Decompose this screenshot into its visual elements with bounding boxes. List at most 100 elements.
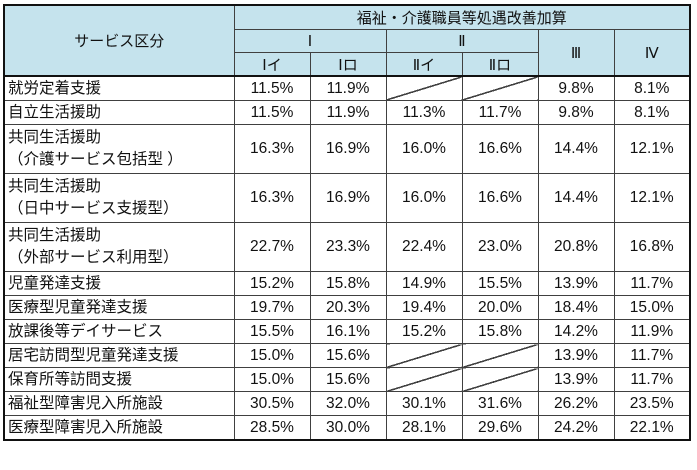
rate-cell: 18.4% bbox=[537, 295, 615, 320]
not-applicable-cell bbox=[385, 75, 463, 101]
rate-cell: 16.8% bbox=[613, 222, 691, 272]
corner-header-service-category: サービス区分 bbox=[3, 4, 235, 77]
rate-cell: 8.1% bbox=[613, 100, 691, 125]
rate-cell: 11.9% bbox=[309, 75, 387, 101]
rate-cell: 11.7% bbox=[613, 343, 691, 368]
service-category-cell: 共同生活援助 （日中サービス支援型） bbox=[3, 173, 235, 223]
header-tier-2-i: Ⅱイ bbox=[385, 52, 463, 77]
service-category-cell: 医療型児童発達支援 bbox=[3, 295, 235, 320]
table-row: 医療型障害児入所施設 28.5% 30.0% 28.1% 29.6% 24.2% 22.1% bbox=[3, 415, 691, 441]
rate-cell: 20.0% bbox=[461, 295, 539, 320]
service-category-cell: 保育所等訪問支援 bbox=[3, 367, 235, 392]
rate-cell: 30.5% bbox=[233, 391, 311, 416]
rate-cell: 11.5% bbox=[233, 100, 311, 125]
rates-table-container: サービス区分 福祉・介護職員等処遇改善加算 Ⅰ Ⅱ Ⅲ Ⅳ Ⅰイ Ⅰロ Ⅱイ Ⅱ… bbox=[3, 4, 691, 441]
rate-cell: 23.0% bbox=[461, 222, 539, 272]
rate-cell: 8.1% bbox=[613, 75, 691, 101]
rate-cell: 29.6% bbox=[461, 415, 539, 441]
rate-cell: 11.7% bbox=[461, 100, 539, 125]
table-row: 就労定着支援 11.5% 11.9% 9.8% 8.1% bbox=[3, 75, 691, 101]
rate-cell: 11.3% bbox=[385, 100, 463, 125]
rate-cell: 30.1% bbox=[385, 391, 463, 416]
rate-cell: 13.9% bbox=[537, 367, 615, 392]
group-header-treatment-improvement: 福祉・介護職員等処遇改善加算 bbox=[233, 4, 691, 30]
rates-table: サービス区分 福祉・介護職員等処遇改善加算 Ⅰ Ⅱ Ⅲ Ⅳ Ⅰイ Ⅰロ Ⅱイ Ⅱ… bbox=[3, 4, 691, 441]
rate-cell: 15.6% bbox=[309, 343, 387, 368]
rate-cell: 23.5% bbox=[613, 391, 691, 416]
rate-cell: 12.1% bbox=[613, 124, 691, 174]
rate-cell: 15.8% bbox=[461, 319, 539, 344]
table-row: 福祉型障害児入所施設 30.5% 32.0% 30.1% 31.6% 26.2% 23.5% bbox=[3, 391, 691, 416]
rate-cell: 13.9% bbox=[537, 343, 615, 368]
rate-cell: 15.2% bbox=[233, 271, 311, 296]
not-applicable-cell bbox=[385, 367, 463, 392]
rate-cell: 20.8% bbox=[537, 222, 615, 272]
header-tier-1: Ⅰ bbox=[233, 29, 387, 53]
header-row-level1: Ⅰ Ⅱ Ⅲ Ⅳ bbox=[4, 29, 691, 77]
service-category-cell: 医療型障害児入所施設 bbox=[3, 415, 235, 441]
table-row: 共同生活援助 （介護サービス包括型 ） 16.3% 16.9% 16.0% 16.6% 1… bbox=[3, 124, 691, 174]
table-header: サービス区分 福祉・介護職員等処遇改善加算 Ⅰ Ⅱ Ⅲ Ⅳ Ⅰイ Ⅰロ Ⅱイ Ⅱ… bbox=[3, 4, 691, 77]
rate-cell: 28.1% bbox=[385, 415, 463, 441]
rate-cell: 19.7% bbox=[233, 295, 311, 320]
rate-cell: 23.3% bbox=[309, 222, 387, 272]
rate-cell: 14.4% bbox=[537, 124, 615, 174]
rate-cell: 15.6% bbox=[309, 367, 387, 392]
header-tier-1-ro: Ⅰロ bbox=[309, 52, 387, 77]
header-tier-4: Ⅳ bbox=[613, 29, 691, 77]
header-tier-2: Ⅱ bbox=[385, 29, 539, 53]
rate-cell: 11.5% bbox=[233, 75, 311, 101]
header-tier-1-i: Ⅰイ bbox=[233, 52, 311, 77]
service-category-cell: 共同生活援助 （外部サービス利用型） bbox=[3, 222, 235, 272]
rate-cell: 11.7% bbox=[613, 367, 691, 392]
rate-cell: 15.5% bbox=[461, 271, 539, 296]
rate-cell: 9.8% bbox=[537, 100, 615, 125]
rate-cell: 11.9% bbox=[613, 319, 691, 344]
not-applicable-cell bbox=[385, 343, 463, 368]
service-category-cell: 放課後等デイサービス bbox=[3, 319, 235, 344]
rate-cell: 16.9% bbox=[309, 124, 387, 174]
rate-cell: 20.3% bbox=[309, 295, 387, 320]
service-category-cell: 共同生活援助 （介護サービス包括型 ） bbox=[3, 124, 235, 174]
rate-cell: 16.0% bbox=[385, 124, 463, 174]
rate-cell: 16.6% bbox=[461, 173, 539, 223]
table-row: 居宅訪問型児童発達支援 15.0% 15.6% 13.9% 11.7% bbox=[3, 343, 691, 368]
table-row: 保育所等訪問支援 15.0% 15.6% 13.9% 11.7% bbox=[3, 367, 691, 392]
rate-cell: 15.0% bbox=[233, 367, 311, 392]
service-category-cell: 居宅訪問型児童発達支援 bbox=[3, 343, 235, 368]
rate-cell: 16.3% bbox=[233, 124, 311, 174]
table-row: 医療型児童発達支援 19.7% 20.3% 19.4% 20.0% 18.4% 15.0% bbox=[3, 295, 691, 320]
rate-cell: 16.9% bbox=[309, 173, 387, 223]
header-row-level2: Ⅰイ Ⅰロ Ⅱイ Ⅱロ bbox=[4, 52, 690, 77]
service-category-cell: 児童発達支援 bbox=[3, 271, 235, 296]
rate-cell: 11.7% bbox=[613, 271, 691, 296]
rate-cell: 12.1% bbox=[613, 173, 691, 223]
rate-cell: 15.0% bbox=[613, 295, 691, 320]
table-row: 児童発達支援 15.2% 15.8% 14.9% 15.5% 13.9% 11.7% bbox=[3, 271, 691, 296]
rate-cell: 30.0% bbox=[309, 415, 387, 441]
rate-cell: 15.0% bbox=[233, 343, 311, 368]
rate-cell: 14.9% bbox=[385, 271, 463, 296]
table-row: 自立生活援助 11.5% 11.9% 11.3% 11.7% 9.8% 8.1% bbox=[3, 100, 691, 125]
rate-cell: 31.6% bbox=[461, 391, 539, 416]
rate-cell: 22.4% bbox=[385, 222, 463, 272]
rate-cell: 16.1% bbox=[309, 319, 387, 344]
rate-cell: 9.8% bbox=[537, 75, 615, 101]
header-tier-2-ro: Ⅱロ bbox=[461, 52, 539, 77]
table-row: 放課後等デイサービス 15.5% 16.1% 15.2% 15.8% 14.2% 11.9% bbox=[3, 319, 691, 344]
table-row: 共同生活援助 （外部サービス利用型） 22.7% 23.3% 22.4% 23.0% 20… bbox=[3, 222, 691, 272]
rate-cell: 22.7% bbox=[233, 222, 311, 272]
rate-cell: 28.5% bbox=[233, 415, 311, 441]
service-category-cell: 自立生活援助 bbox=[3, 100, 235, 125]
header-row-group: サービス区分 福祉・介護職員等処遇改善加算 bbox=[3, 4, 691, 77]
rate-cell: 16.0% bbox=[385, 173, 463, 223]
rate-cell: 13.9% bbox=[537, 271, 615, 296]
rates-table-body: 就労定着支援 11.5% 11.9% 9.8% 8.1% 自立生活援助 11.5% 11.9%… bbox=[3, 75, 691, 441]
service-category-cell: 福祉型障害児入所施設 bbox=[3, 391, 235, 416]
rate-cell: 16.3% bbox=[233, 173, 311, 223]
rate-cell: 14.2% bbox=[537, 319, 615, 344]
rate-cell: 11.9% bbox=[309, 100, 387, 125]
not-applicable-cell bbox=[461, 367, 539, 392]
rate-cell: 22.1% bbox=[613, 415, 691, 441]
rate-cell: 15.2% bbox=[385, 319, 463, 344]
